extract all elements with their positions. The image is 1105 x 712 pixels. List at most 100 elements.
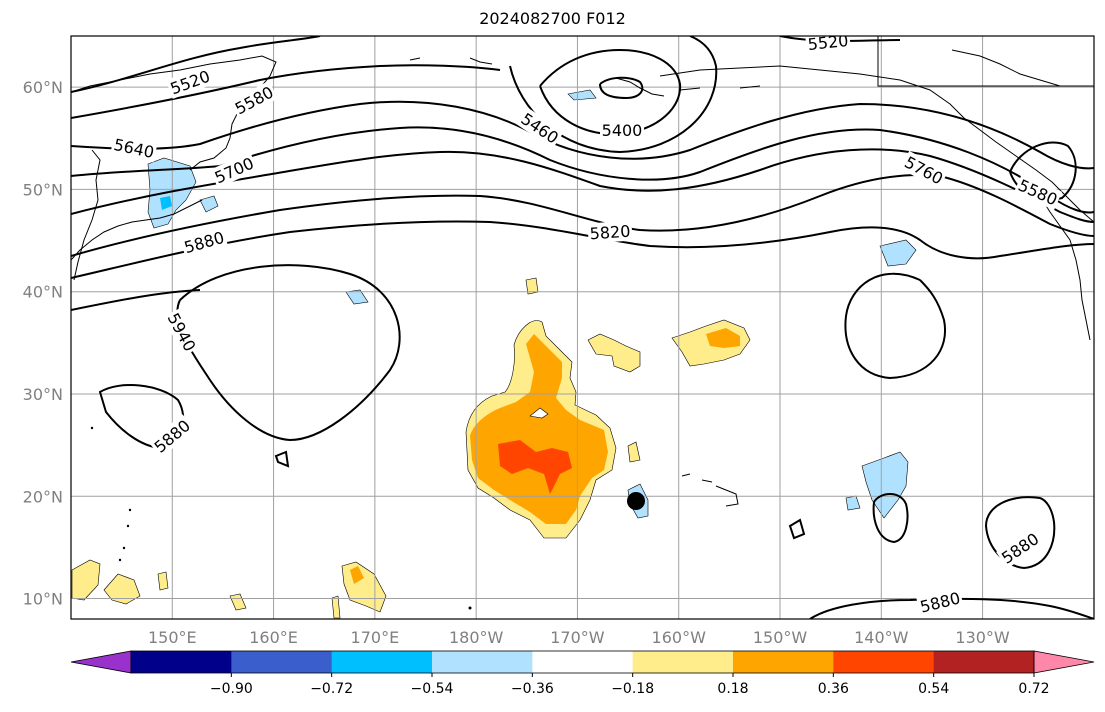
positive-anomaly-strong [498,440,572,494]
map-title: 2024082700 F012 [479,9,626,28]
lon-label: 150°W [753,628,808,647]
contour-label: 5520 [805,31,851,55]
colorbar-tick-label: −0.18 [611,681,654,697]
map-frame [70,35,1095,620]
colorbar-extend-low [70,650,132,674]
island-dot-4 [118,558,122,562]
hawaii [681,473,739,507]
negative-anomaly-2 [199,195,219,213]
positive-anomaly-sw2 [103,573,141,605]
colorbar-tick-label: −0.54 [411,681,454,697]
contour-5640 [71,100,1094,170]
lon-label: 150°E [148,628,197,647]
kurils-japan [71,199,203,261]
canada-border [877,36,1094,87]
colorbar-bin [231,651,333,673]
lat-label: 10°N [23,590,63,609]
lat-label: 60°N [23,78,63,97]
colorbar-bin [833,651,935,673]
colorbar-tick-label: 0.18 [717,681,748,697]
canada-land [951,49,1061,87]
negative-anomaly-4 [567,89,597,101]
contour-5820 [71,173,1094,257]
lat-label: 50°N [23,180,63,199]
contour-5760 [71,148,1094,223]
lat-label: 20°N [23,487,63,506]
island-dot-3 [122,546,126,550]
island-dot-6 [468,606,472,610]
lon-label: 160°W [652,628,707,647]
kamchatka-coast [71,55,277,171]
negative-anomaly-1-core [160,196,172,210]
negative-anomaly-5 [879,239,917,267]
shaded-field [71,89,917,619]
aleutians [409,57,761,97]
colorbar-bin [733,651,834,673]
contour-5580-w [71,64,501,119]
lat-label: 30°N [23,385,63,404]
colorbar-tick-label: −0.36 [511,681,554,697]
colorbar-tick-label: 0.72 [1018,681,1049,697]
island-dot-1 [128,508,132,512]
contour-5880-n [71,220,1094,279]
colorbar-tick-labels: −0.90 −0.72 −0.54 −0.36 −0.18 0.18 0.36 0.54 0.7… [210,673,1050,697]
colorbar-outline [130,650,1035,674]
positive-anomaly-sw6 [331,595,341,619]
svg-text:5820: 5820 [589,222,631,244]
contour-label: 5820 [587,220,633,244]
lon-label: 140°W [854,628,909,647]
white-hole [529,407,549,419]
colorbar-bin [933,651,1035,673]
colorbar-extend-high [1033,650,1095,674]
contour-5940-w [71,289,201,311]
contour-5880-small [274,450,290,468]
positive-anomaly-sw5 [229,593,247,611]
positive-anomaly-3-core [706,328,740,348]
lon-label: 160°E [249,628,298,647]
positive-anomaly-2 [587,333,641,373]
contour-5880-e [844,272,946,380]
colorbar-tick-label: 0.36 [818,681,849,697]
sakhalin [73,149,101,281]
colorbar-bin [331,651,433,673]
svg-text:5400: 5400 [602,121,643,140]
height-contours [71,36,1094,619]
contour-5400-inner [599,76,644,100]
colorbar-bin [532,651,634,673]
negative-anomaly-3 [345,289,369,305]
contour-5400 [539,48,682,136]
island-dot-5 [90,426,94,430]
positive-anomaly-sw4 [157,571,169,591]
islands [90,426,472,610]
coastlines [71,36,1094,507]
colorbar-bin [432,651,533,673]
lat-label: 40°N [23,283,63,302]
hawaii-marker [627,492,645,510]
colorbar-bin [131,651,232,673]
lon-label: 170°W [550,628,605,647]
colorbar-tick-label: 0.54 [918,681,949,697]
contour-label: 5400 [600,120,644,140]
contour-5880-se [984,496,1056,570]
longitude-labels: 150°E 160°E 170°E 180°W 170°W 160°W 150°W 140°W… [148,628,1010,647]
island-dot-2 [126,524,130,528]
colorbar-tick-label: −0.72 [310,681,353,697]
positive-anomaly-4 [627,441,641,463]
contour-5880-s [809,597,1094,619]
lon-label: 180°W [449,628,504,647]
positive-anomaly-mid [470,334,608,524]
contour-5520-w [71,36,321,93]
lon-label: 170°E [351,628,400,647]
svg-text:5520: 5520 [807,31,849,54]
contour-5880-hawaii [872,493,909,544]
positive-anomaly-sw [71,559,101,601]
colorbar-bin [632,651,734,673]
colorbar [70,650,1095,674]
contour-5880-small2 [788,518,806,540]
se-alaska-bc [1039,195,1091,341]
latitude-labels: 60°N 50°N 40°N 30°N 20°N 10°N [23,78,63,608]
colorbar-tick-label: −0.90 [210,681,253,697]
positive-anomaly-sw3-core [350,566,364,584]
lon-label: 130°W [955,628,1010,647]
